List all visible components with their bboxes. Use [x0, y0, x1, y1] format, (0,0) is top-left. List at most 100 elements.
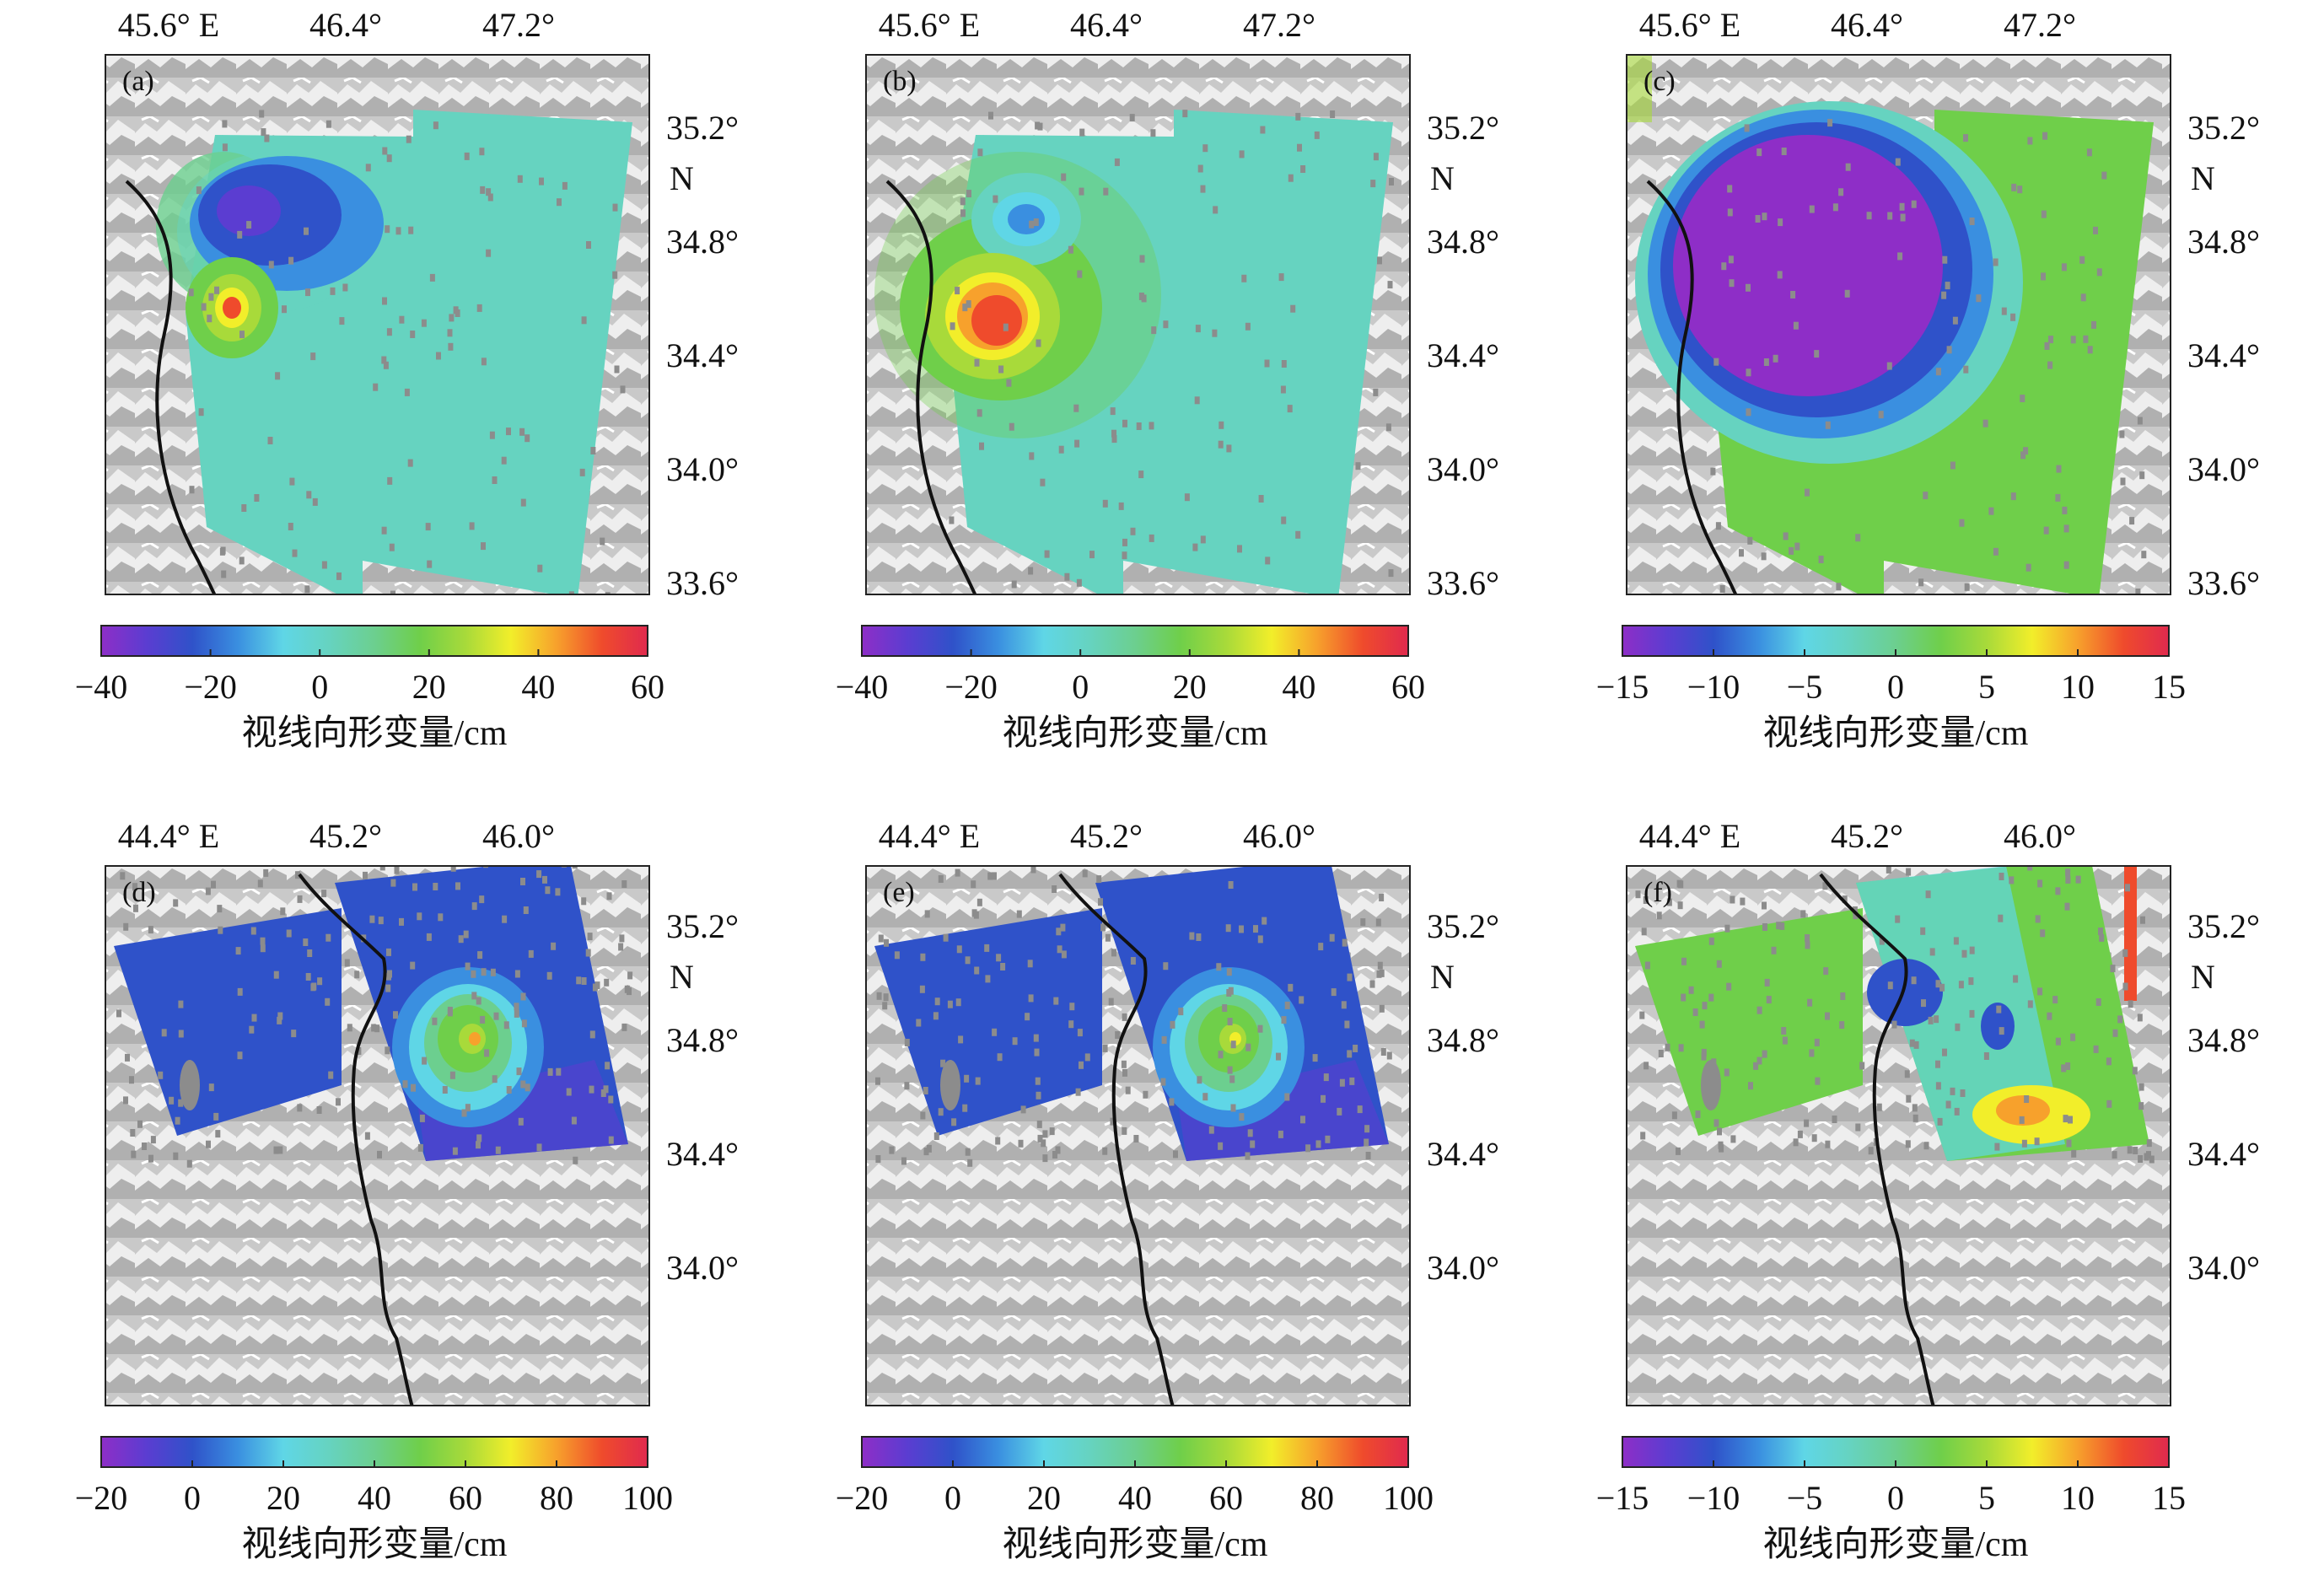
- masked-pixel: [1295, 112, 1301, 121]
- masked-pixel: [2093, 226, 2098, 234]
- masked-pixel: [975, 1077, 981, 1085]
- masked-pixel: [206, 1140, 211, 1148]
- masked-pixel: [249, 1025, 255, 1034]
- colorbar-tick-label: 40: [1282, 668, 1315, 706]
- masked-pixel: [254, 494, 260, 502]
- masked-pixel: [1909, 1039, 1915, 1047]
- masked-pixel: [1376, 970, 1382, 978]
- masked-pixel: [1373, 153, 1379, 161]
- masked-pixel: [1665, 1043, 1670, 1051]
- latitude-tick-label: 35.2°: [2187, 907, 2260, 945]
- masked-pixel: [207, 315, 212, 323]
- colorbar-tick-label: 5: [1978, 668, 1995, 706]
- masked-pixel: [1082, 869, 1088, 878]
- masked-pixel: [2086, 148, 2092, 157]
- masked-pixel: [2065, 1062, 2071, 1070]
- masked-pixel: [883, 993, 889, 1002]
- masked-pixel: [992, 1028, 998, 1036]
- masked-pixel: [1300, 1116, 1305, 1124]
- masked-pixel: [520, 992, 526, 1001]
- masked-pixel: [1761, 552, 1767, 561]
- masked-pixel: [1773, 354, 1778, 363]
- masked-pixel: [275, 372, 281, 380]
- masked-pixel: [966, 300, 971, 309]
- masked-pixel: [1098, 898, 1103, 906]
- masked-pixel: [1715, 522, 1721, 530]
- masked-pixel: [2091, 320, 2096, 329]
- masked-pixel: [356, 1047, 362, 1055]
- latitude-tick-label: 34.8°: [1427, 1021, 1499, 1059]
- masked-pixel: [536, 870, 542, 879]
- map-frame: [866, 866, 1410, 1406]
- masked-pixel: [286, 929, 292, 938]
- masked-pixel: [608, 1095, 614, 1104]
- masked-pixel: [1955, 866, 1961, 867]
- masked-pixel: [516, 1067, 522, 1076]
- masked-pixel: [1781, 148, 1787, 155]
- masked-pixel: [934, 997, 940, 1006]
- masked-pixel: [1855, 534, 1861, 542]
- masked-pixel: [1037, 1134, 1043, 1143]
- latitude-tick-label: 34.8°: [666, 1021, 739, 1059]
- map-svg-f: (f) 44.4° E 45.2° 46.0° 35.2° N 34.8° 34.4° 34.0…: [1596, 817, 2260, 1564]
- masked-pixel: [1713, 1119, 1719, 1127]
- masked-pixel: [1192, 543, 1198, 551]
- masked-pixel: [282, 305, 287, 314]
- masked-pixel: [1357, 1105, 1363, 1114]
- masked-pixel: [1822, 882, 1828, 890]
- masked-pixel: [1969, 946, 1975, 954]
- colorbar-tick-label: 60: [631, 668, 664, 706]
- masked-pixel: [1776, 922, 1782, 930]
- masked-pixel: [387, 476, 393, 485]
- masked-pixel: [2135, 589, 2141, 594]
- masked-pixel: [453, 306, 459, 315]
- fault-line: [298, 873, 414, 1406]
- masked-pixel: [1075, 1088, 1081, 1096]
- masked-pixel: [566, 1088, 572, 1096]
- masked-pixel: [1728, 255, 1734, 264]
- masked-pixel: [2034, 1137, 2040, 1146]
- masked-pixel: [1958, 981, 1964, 989]
- masked-pixel: [1344, 1020, 1350, 1029]
- masked-pixel: [537, 564, 543, 573]
- masked-pixel: [1197, 164, 1203, 173]
- masked-pixel: [1364, 1125, 1370, 1133]
- masked-pixel: [955, 287, 960, 295]
- masked-pixel: [2056, 465, 2062, 473]
- masked-pixel: [1879, 937, 1885, 945]
- longitude-tick-label: 46.0°: [482, 817, 555, 855]
- map-frame: [866, 55, 1410, 594]
- colorbar-tick-label: 100: [622, 1479, 673, 1517]
- masked-pixel: [373, 383, 379, 391]
- masked-pixel: [2071, 1149, 2077, 1158]
- masked-pixel: [2101, 171, 2107, 180]
- masked-pixel: [619, 934, 625, 943]
- masked-pixel: [123, 1096, 128, 1105]
- masked-pixel: [581, 316, 587, 325]
- masked-pixel: [221, 570, 227, 578]
- masked-pixel: [2010, 492, 2016, 501]
- masked-pixel: [962, 1104, 968, 1112]
- masked-pixel: [1946, 346, 1952, 354]
- masked-pixel: [1681, 957, 1687, 965]
- masked-pixel: [386, 154, 392, 163]
- masked-pixel: [260, 944, 266, 953]
- masked-pixel: [487, 193, 493, 202]
- masked-pixel: [395, 227, 401, 235]
- masked-pixel: [481, 358, 487, 366]
- masked-pixel: [923, 1148, 929, 1156]
- map-frame: [1627, 55, 2171, 594]
- masked-pixel: [1701, 1048, 1707, 1057]
- masked-pixel: [1373, 388, 1379, 396]
- masked-pixel: [336, 572, 342, 580]
- masked-pixel: [1678, 880, 1684, 889]
- masked-pixel: [1814, 350, 1820, 358]
- masked-pixel: [1280, 385, 1286, 394]
- masked-pixel: [471, 992, 477, 1000]
- masked-pixel: [1299, 996, 1305, 1004]
- masked-pixel: [235, 947, 241, 955]
- latitude-tick-label: 34.0°: [1427, 1249, 1499, 1287]
- masked-pixel: [604, 978, 610, 987]
- deformation-field: [1627, 55, 2147, 594]
- masked-pixel: [1227, 1018, 1233, 1026]
